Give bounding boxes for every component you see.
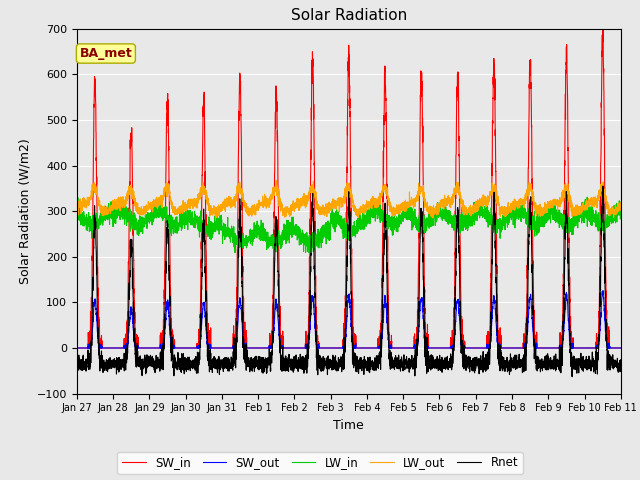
LW_in (617, 199, 625, 205)
X-axis label: Time: Time (333, 419, 364, 432)
SW_out (599, 288, 607, 294)
Rnet (73, 364, 81, 370)
Rnet (568, 374, 576, 380)
SW_in (440, 345, 448, 351)
Y-axis label: Solar Radiation (W/m2): Solar Radiation (W/m2) (18, 138, 31, 284)
Text: BA_met: BA_met (79, 47, 132, 60)
LW_in (329, 220, 337, 226)
Title: Solar Radiation: Solar Radiation (291, 9, 407, 24)
Line: SW_in: SW_in (77, 23, 621, 348)
LW_in (583, 194, 591, 200)
LW_in (73, 207, 81, 213)
SW_in (328, 345, 336, 351)
Rnet (502, 360, 509, 366)
LW_out (616, 202, 624, 207)
Line: LW_in: LW_in (77, 197, 621, 256)
Line: SW_out: SW_out (77, 291, 621, 348)
LW_out (471, 204, 479, 210)
SW_in (502, 345, 509, 351)
Rnet (617, 366, 625, 372)
LW_out (441, 195, 449, 201)
SW_out (502, 345, 509, 351)
Rnet (171, 353, 179, 359)
Line: LW_out: LW_out (77, 180, 621, 218)
Rnet (616, 362, 624, 368)
LW_in (471, 208, 479, 214)
LW_in (441, 208, 449, 214)
LW_in (616, 204, 624, 210)
SW_out (171, 343, 179, 349)
LW_out (273, 178, 280, 183)
SW_in (471, 345, 479, 351)
Rnet (471, 370, 479, 376)
SW_out (73, 345, 81, 351)
LW_out (429, 215, 436, 221)
LW_in (171, 219, 179, 225)
LW_out (171, 210, 179, 216)
LW_out (502, 211, 509, 216)
SW_out (440, 345, 448, 351)
LW_out (329, 205, 337, 211)
SW_in (617, 345, 625, 351)
Rnet (599, 183, 607, 189)
SW_out (471, 345, 479, 351)
Line: Rnet: Rnet (77, 186, 621, 377)
Rnet (440, 356, 448, 361)
SW_in (599, 20, 607, 25)
SW_out (617, 345, 625, 351)
SW_in (171, 338, 179, 344)
SW_out (328, 345, 336, 351)
LW_in (306, 253, 314, 259)
LW_out (617, 201, 625, 207)
Rnet (328, 357, 336, 363)
SW_out (616, 345, 624, 351)
Legend: SW_in, SW_out, LW_in, LW_out, Rnet: SW_in, SW_out, LW_in, LW_out, Rnet (117, 452, 523, 474)
LW_out (73, 206, 81, 212)
SW_in (616, 345, 624, 351)
SW_in (73, 345, 81, 351)
LW_in (502, 216, 509, 221)
